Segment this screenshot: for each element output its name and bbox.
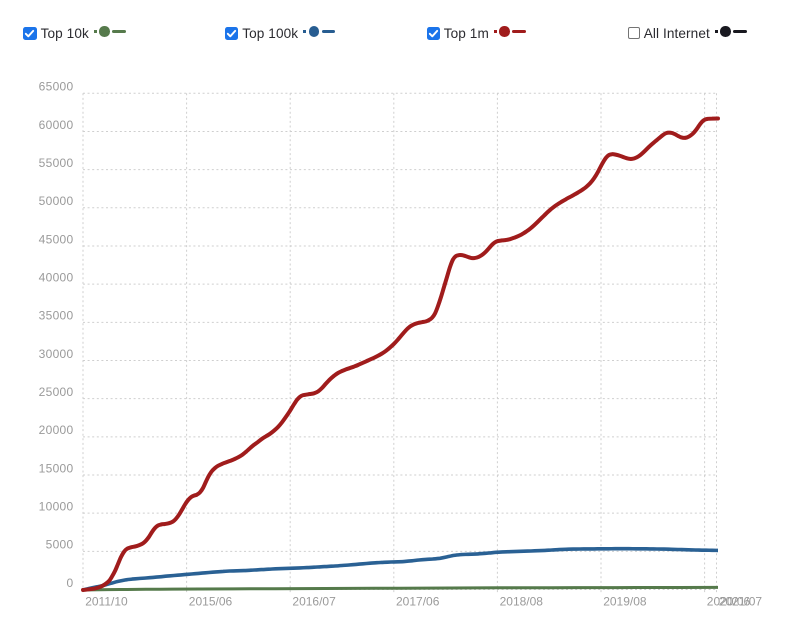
svg-text:2019/08: 2019/08 — [603, 595, 647, 609]
svg-text:60000: 60000 — [39, 118, 74, 132]
svg-text:35000: 35000 — [39, 309, 74, 323]
svg-text:2015/06: 2015/06 — [189, 595, 233, 609]
svg-text:40000: 40000 — [39, 271, 74, 285]
svg-text:30000: 30000 — [39, 347, 74, 361]
svg-text:55000: 55000 — [39, 156, 74, 170]
svg-text:15000: 15000 — [39, 461, 74, 475]
svg-text:10000: 10000 — [39, 500, 74, 514]
svg-text:2017/06: 2017/06 — [396, 595, 440, 609]
svg-text:25000: 25000 — [39, 385, 74, 399]
svg-text:2021/07: 2021/07 — [719, 595, 763, 609]
svg-text:2011/10: 2011/10 — [85, 595, 128, 609]
svg-text:2020/06: 2020/06 — [707, 595, 751, 609]
svg-text:20000: 20000 — [39, 423, 74, 437]
svg-text:45000: 45000 — [39, 232, 74, 246]
svg-text:2018/08: 2018/08 — [500, 595, 544, 609]
svg-text:5000: 5000 — [46, 538, 74, 552]
svg-text:2016/07: 2016/07 — [292, 595, 336, 609]
svg-text:50000: 50000 — [39, 194, 74, 208]
svg-text:65000: 65000 — [39, 80, 74, 94]
svg-text:0: 0 — [67, 576, 74, 590]
